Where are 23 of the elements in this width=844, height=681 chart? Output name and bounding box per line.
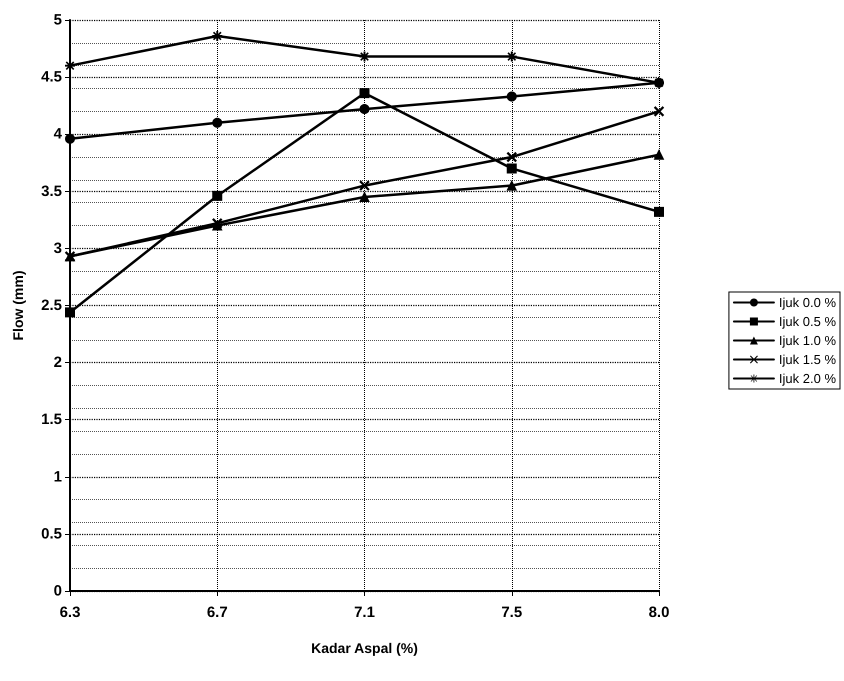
y-tick-label: 1 [54, 468, 62, 486]
y-axis-title: Flow (mm) [10, 270, 26, 340]
y-tick-label: 5 [54, 12, 62, 28]
y-tick-label: 4.5 [41, 68, 62, 86]
x-axis-title: Kadar Aspal (%) [311, 640, 418, 656]
y-tick-label: 4 [54, 126, 63, 143]
x-tick-label: 6.3 [60, 604, 80, 621]
y-tick-label: 2.5 [41, 297, 62, 314]
y-tick-label: 0 [54, 582, 62, 600]
legend-label: Ijuk 1.5 % [778, 352, 836, 367]
y-tick-label: 2 [54, 354, 62, 372]
legend-label: Ijuk 1.0 % [778, 333, 836, 348]
legend-label: Ijuk 0.5 % [778, 314, 836, 329]
x-tick-label: 7.1 [354, 604, 375, 621]
x-tick-label: 6.7 [206, 604, 228, 621]
legend-label: Ijuk 2.0 % [778, 371, 836, 386]
y-tick-label: 3 [54, 240, 62, 257]
x-tick-label: 7.5 [501, 604, 522, 621]
x-tick-label: 8.0 [648, 604, 670, 621]
y-tick-label: 1.5 [41, 411, 62, 428]
legend-label: Ijuk 0.0 % [778, 295, 836, 310]
y-tick-label: 3.5 [41, 182, 62, 200]
y-tick-label: 0.5 [41, 525, 62, 542]
